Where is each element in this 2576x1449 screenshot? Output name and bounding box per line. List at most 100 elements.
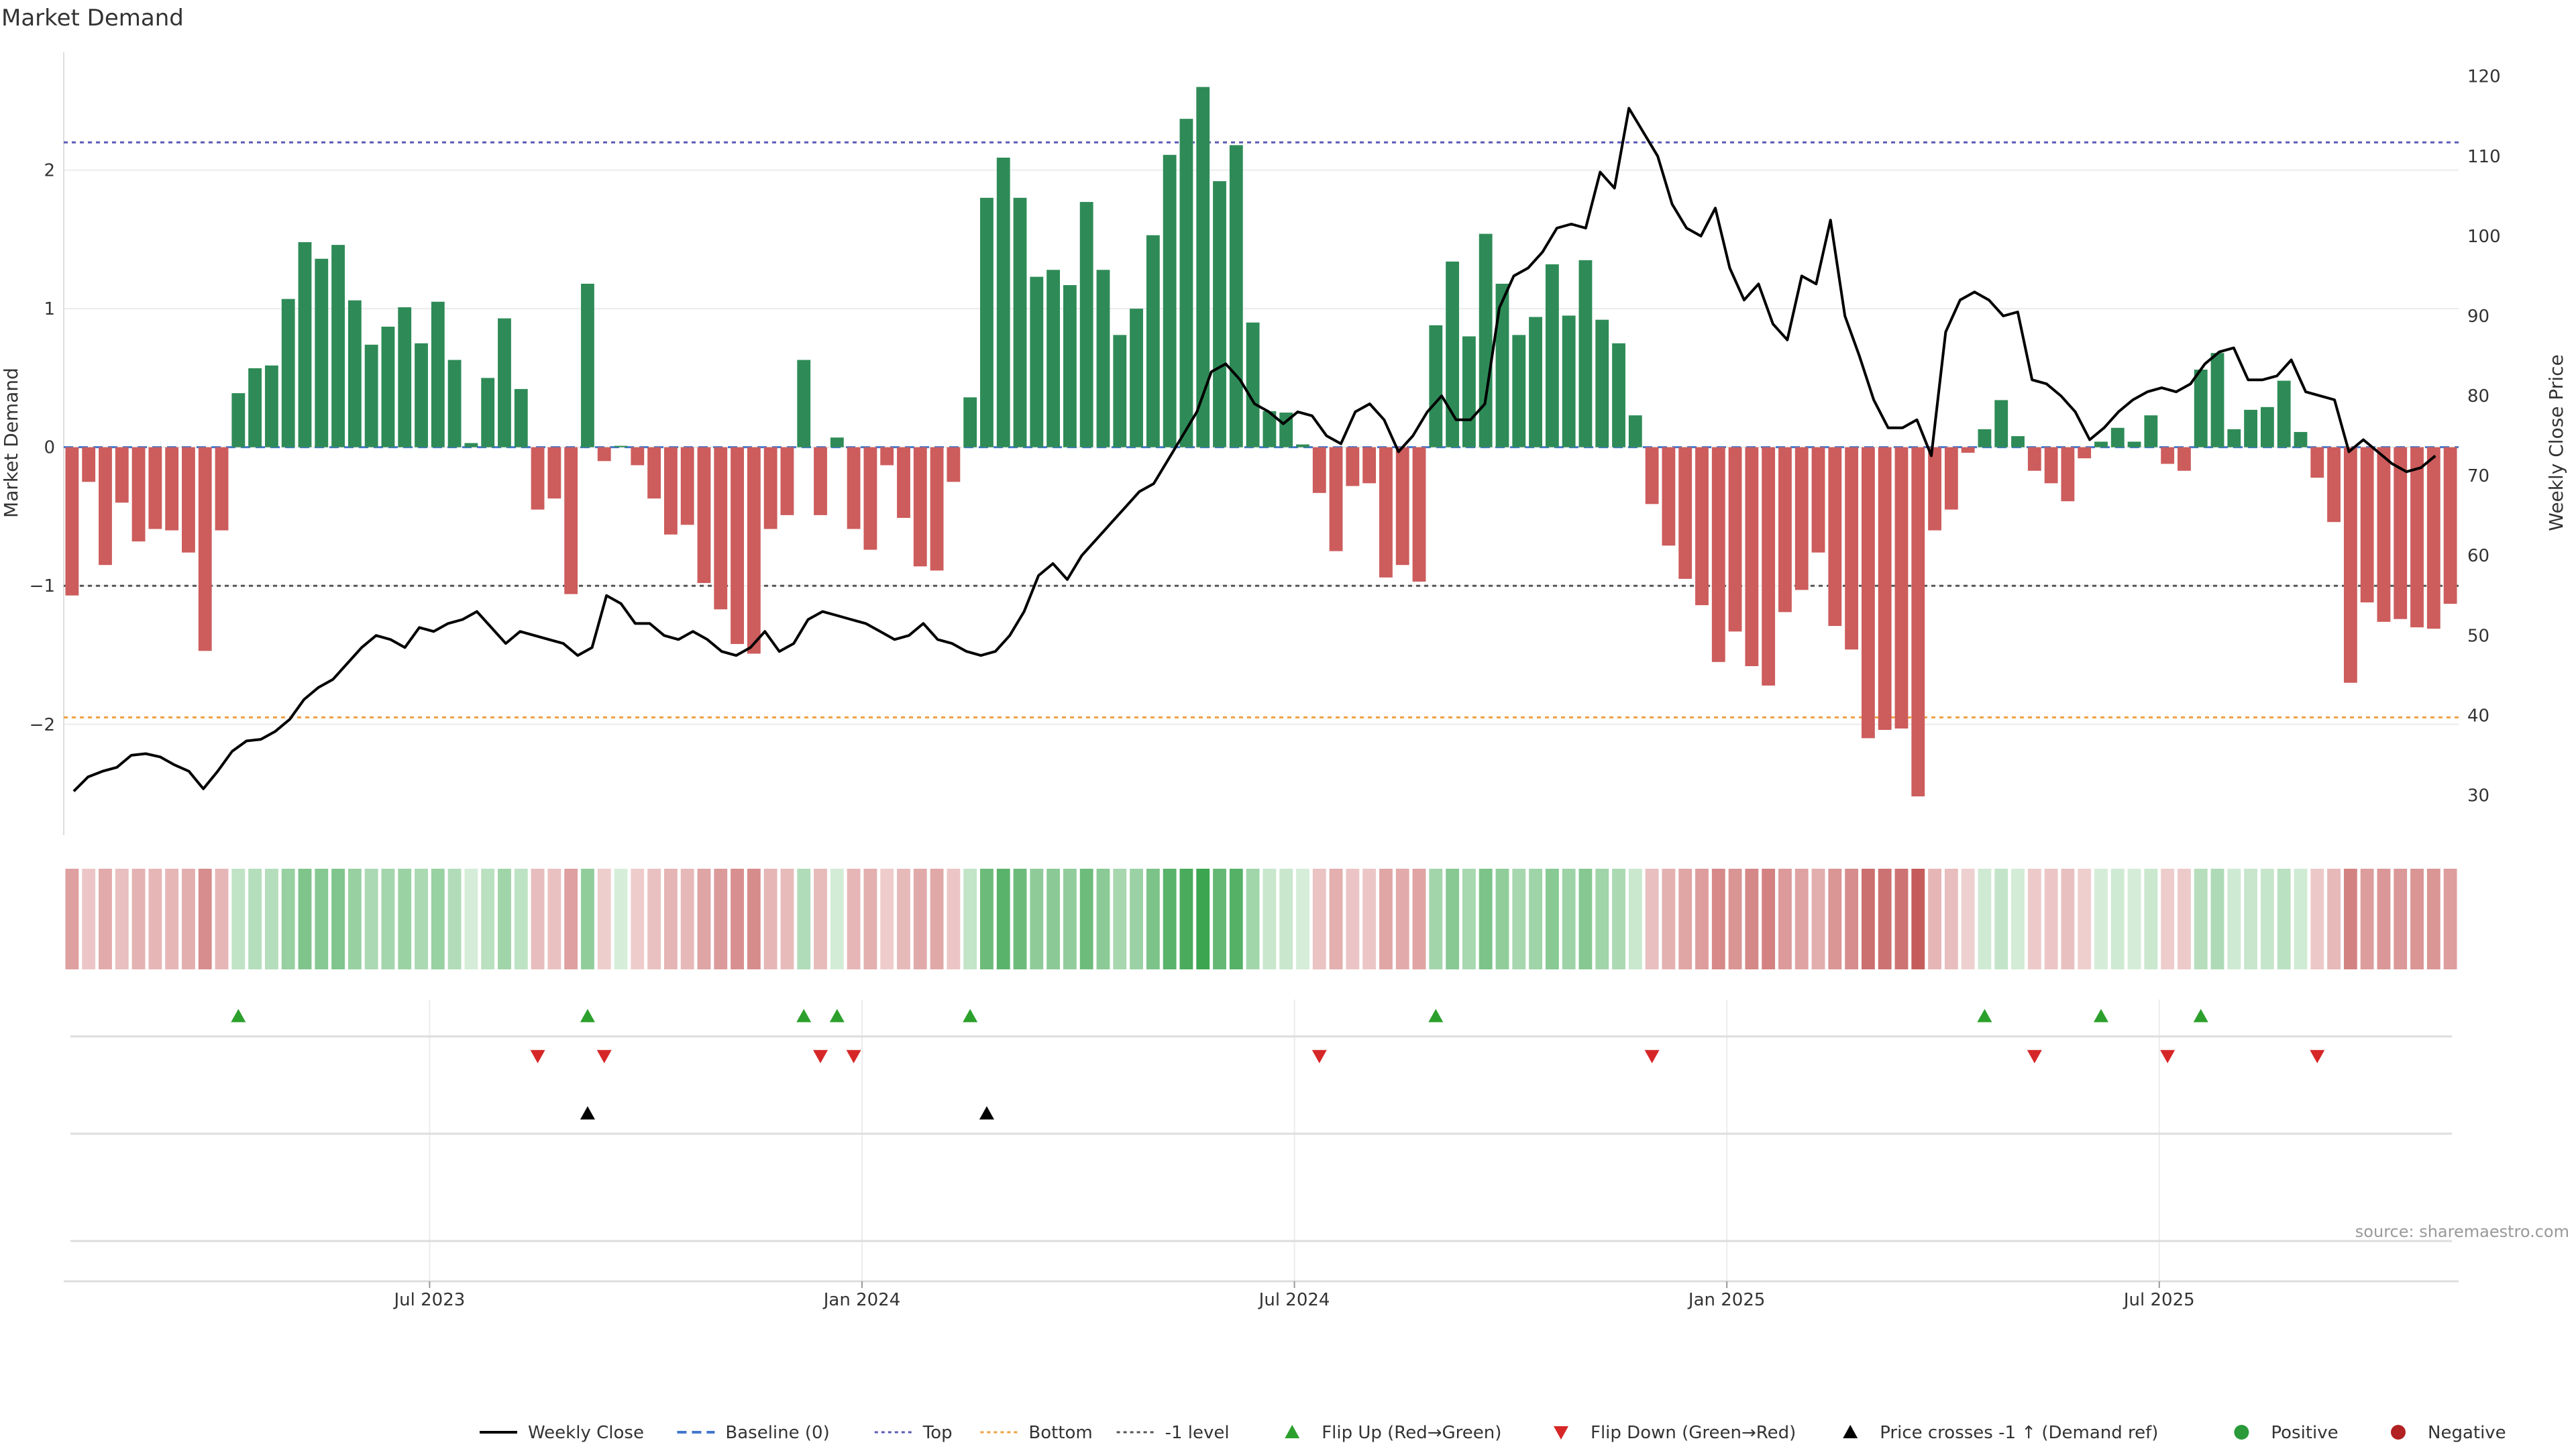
x-tick-label: Jan 2024 — [822, 1290, 901, 1310]
demand-bar — [913, 447, 927, 567]
price-cross-marker — [580, 1106, 595, 1120]
heat-cell — [281, 869, 295, 969]
heat-cell — [1246, 869, 1260, 969]
y-right-tick-label: 30 — [2467, 786, 2489, 806]
legend-label: Bottom — [1028, 1423, 1092, 1443]
y-axis-right-label: Weekly Close Price — [2545, 354, 2567, 531]
legend-item: Positive — [2234, 1423, 2339, 1443]
demand-bar — [1961, 447, 1975, 453]
demand-bar — [1479, 233, 1493, 447]
demand-bar — [165, 447, 179, 531]
demand-bar — [464, 443, 478, 447]
demand-bar — [2161, 447, 2175, 464]
demand-bar — [880, 447, 894, 466]
heat-cell — [447, 869, 462, 969]
demand-heat-strip — [65, 869, 2457, 969]
x-tick-label: Jan 2025 — [1687, 1290, 1766, 1310]
demand-bar — [415, 343, 428, 447]
demand-bar — [1395, 447, 1409, 566]
legend-swatch-flip-up — [1285, 1425, 1300, 1438]
demand-bar — [1811, 447, 1825, 553]
flip-down-marker — [2310, 1050, 2325, 1063]
axis-ticks: 2 1 0 −1 −2 30 40 50 60 70 80 90 100 110 120 Jul 2023 Ja… — [30, 67, 2501, 1310]
demand-bar — [714, 447, 728, 610]
demand-bar — [2210, 353, 2224, 447]
demand-bars — [65, 87, 2457, 797]
heat-cell — [1944, 869, 1958, 969]
heat-cell — [1179, 869, 1193, 969]
demand-bar — [1096, 270, 1110, 447]
demand-bar — [347, 300, 362, 447]
heat-cell — [2294, 869, 2308, 969]
heat-cell — [1096, 869, 1110, 969]
flip-up-marker — [796, 1009, 812, 1022]
demand-bar — [82, 447, 96, 482]
demand-bar — [1079, 202, 1093, 447]
y-left-tick-label: −2 — [30, 715, 55, 735]
heat-cell — [714, 869, 728, 969]
demand-bar — [99, 447, 112, 566]
demand-bar — [1063, 285, 1077, 447]
demand-bar — [182, 447, 195, 553]
demand-bar — [381, 326, 395, 447]
heat-cell — [747, 869, 761, 969]
heat-cell — [1645, 869, 1659, 969]
heat-cell — [1695, 869, 1709, 969]
demand-bar — [1728, 447, 1742, 632]
heat-cell — [1412, 869, 1426, 969]
demand-bar — [1662, 447, 1676, 546]
demand-bar — [1213, 181, 1226, 447]
heat-cell — [763, 869, 777, 969]
heat-cell — [847, 869, 861, 969]
demand-bar — [131, 447, 146, 542]
flip-down-marker — [1644, 1050, 1660, 1063]
heat-cell — [1745, 869, 1759, 969]
legend-label: Negative — [2428, 1423, 2506, 1443]
y-right-tick-label: 40 — [2467, 706, 2489, 726]
flip-up-marker — [829, 1009, 845, 1022]
heat-cell — [697, 869, 711, 969]
heat-cell — [1379, 869, 1393, 969]
demand-bar — [2127, 441, 2141, 447]
demand-bar — [1894, 447, 1909, 729]
heat-cell — [797, 869, 811, 969]
demand-bar — [1046, 270, 1061, 447]
heat-cell — [1595, 869, 1609, 969]
heat-cell — [1263, 869, 1277, 969]
demand-bar — [2294, 431, 2308, 447]
flip-down-marker — [846, 1050, 861, 1063]
demand-bar — [2343, 447, 2357, 683]
heat-cell — [1030, 869, 1044, 969]
heat-cell — [680, 869, 694, 969]
demand-bar — [215, 447, 229, 531]
demand-bar — [398, 307, 412, 447]
demand-bar — [447, 360, 462, 447]
flip-up-marker — [2093, 1009, 2108, 1022]
heat-cell — [315, 869, 329, 969]
heat-cell — [347, 869, 362, 969]
heat-cell — [1894, 869, 1909, 969]
heat-cell — [1961, 869, 1975, 969]
heat-cell — [947, 869, 961, 969]
heat-cell — [930, 869, 944, 969]
heat-cell — [1828, 869, 1842, 969]
demand-bar — [731, 447, 744, 644]
y-right-tick-label: 50 — [2467, 626, 2489, 646]
x-tick-label: Jul 2023 — [393, 1290, 466, 1310]
heat-cell — [547, 869, 561, 969]
flip-up-marker — [1428, 1009, 1444, 1022]
legend-label: Top — [922, 1423, 953, 1443]
heat-cell — [115, 869, 129, 969]
demand-bar — [1911, 447, 1925, 797]
demand-bar — [2327, 447, 2341, 523]
heat-cell — [1545, 869, 1559, 969]
heat-cell — [331, 869, 345, 969]
demand-bar — [1113, 335, 1127, 447]
flip-down-marker — [2027, 1050, 2042, 1063]
demand-bar — [980, 197, 994, 447]
demand-bar — [1312, 447, 1326, 493]
heat-cell — [880, 869, 894, 969]
demand-bar — [1861, 447, 1875, 739]
demand-bar — [963, 397, 977, 447]
demand-bar — [1229, 145, 1243, 447]
